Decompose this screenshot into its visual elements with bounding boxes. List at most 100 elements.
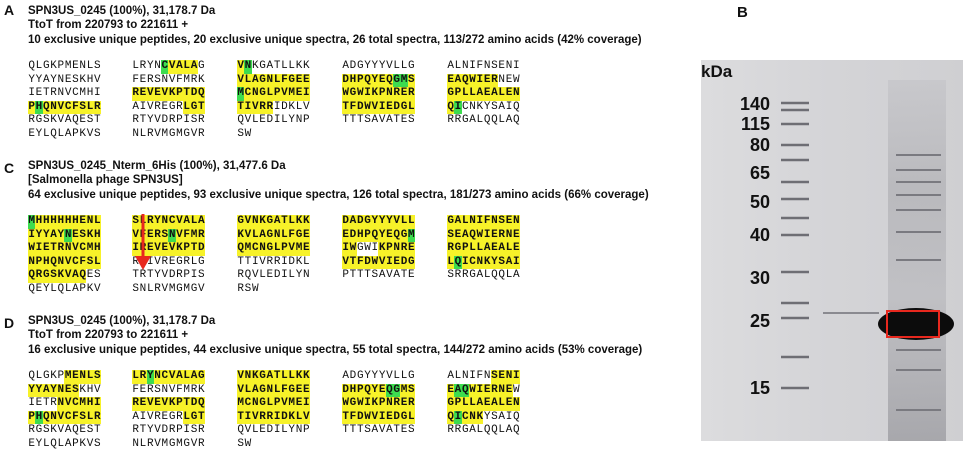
- residue: E: [454, 228, 462, 243]
- residue: R: [176, 100, 183, 113]
- residue: E: [139, 397, 147, 411]
- residue: V: [386, 370, 393, 382]
- residue: E: [385, 410, 394, 425]
- sequence-block: WGWIKPNRER: [342, 397, 415, 411]
- residue: E: [79, 114, 87, 127]
- sequence-block: ADGYYYVLLG: [342, 60, 415, 74]
- residue: P: [363, 228, 372, 243]
- residue: S: [244, 282, 252, 295]
- residue: C: [251, 242, 259, 256]
- residue: G: [356, 370, 364, 382]
- residue: S: [371, 269, 379, 282]
- residue: T: [237, 410, 245, 425]
- sequence-block: EDHPQYEQGM: [342, 228, 415, 243]
- residue: T: [280, 215, 289, 229]
- residue: L: [266, 397, 274, 411]
- residue: G: [447, 215, 455, 229]
- residue: R: [146, 383, 154, 396]
- residue: K: [295, 255, 303, 268]
- residue: I: [378, 410, 386, 425]
- residue: I: [93, 397, 101, 411]
- residue: M: [407, 228, 415, 243]
- residue: L: [57, 127, 65, 140]
- residue: Y: [146, 114, 154, 127]
- residue: P: [461, 242, 469, 256]
- residue: L: [407, 215, 415, 229]
- residue: I: [513, 60, 520, 72]
- marker-30: 30: [749, 268, 770, 288]
- residue: R: [190, 73, 198, 86]
- residue: A: [490, 397, 499, 411]
- sequence-block: RGSKVAQEST: [28, 114, 101, 128]
- residue: R: [190, 383, 198, 396]
- residue: S: [154, 73, 161, 86]
- residue: L: [498, 114, 506, 127]
- residue: Q: [385, 73, 394, 88]
- residue: N: [28, 255, 36, 270]
- sequence-block: TTIVRRIDKL: [237, 256, 310, 270]
- residue: D: [393, 100, 401, 115]
- panel-c-coverage: 64 exclusive unique peptides, 93 exclusi…: [28, 188, 649, 201]
- residue: G: [408, 370, 415, 382]
- residue: T: [356, 424, 364, 437]
- residue: V: [168, 73, 176, 86]
- residue: I: [505, 100, 513, 113]
- residue: A: [386, 114, 393, 127]
- residue: R: [498, 228, 506, 243]
- residue: R: [50, 87, 57, 100]
- residue: V: [244, 114, 252, 127]
- residue: I: [378, 100, 386, 115]
- sequence-block: LQICNKYSAI: [447, 255, 520, 270]
- sequence-block: WIETRNVCMH: [28, 242, 101, 256]
- residue: L: [400, 370, 408, 382]
- residue: N: [154, 60, 161, 72]
- residue: G: [197, 370, 205, 384]
- residue: G: [349, 397, 357, 411]
- sequence-block: RGSKVAQEST: [28, 424, 101, 438]
- residue: Y: [378, 215, 386, 229]
- residue: F: [356, 255, 364, 270]
- residue: A: [476, 397, 484, 411]
- residue: Q: [197, 397, 205, 411]
- residue: N: [79, 370, 87, 384]
- residue: R: [57, 242, 65, 256]
- residue: Y: [146, 60, 154, 72]
- residue: L: [183, 370, 191, 384]
- residue: L: [42, 437, 50, 450]
- residue: R: [197, 228, 205, 243]
- residue: R: [393, 87, 401, 101]
- residue: K: [378, 242, 386, 256]
- residue: P: [280, 242, 289, 256]
- residue: V: [146, 100, 154, 113]
- residue: E: [71, 370, 80, 384]
- residue: L: [273, 73, 281, 88]
- residue: K: [57, 269, 65, 283]
- residue: R: [168, 424, 176, 437]
- residue: G: [349, 87, 357, 101]
- residue: Y: [57, 228, 65, 243]
- residue: P: [273, 87, 281, 101]
- residue: L: [461, 397, 469, 411]
- residue: S: [407, 73, 415, 88]
- residue: G: [400, 100, 408, 115]
- marker-50: 50: [749, 192, 770, 212]
- residue: V: [154, 424, 161, 437]
- residue: A: [461, 228, 469, 243]
- residue: A: [469, 424, 476, 437]
- residue: E: [72, 60, 79, 72]
- residue: N: [385, 397, 394, 411]
- residue: A: [64, 437, 72, 450]
- residue: P: [385, 242, 394, 256]
- residue: N: [251, 397, 259, 411]
- residue: G: [259, 60, 266, 72]
- sample-bands: [896, 154, 941, 411]
- residue: N: [303, 269, 310, 282]
- residue: D: [266, 424, 274, 437]
- residue: G: [469, 269, 476, 282]
- residue: I: [244, 410, 252, 425]
- residue: P: [356, 383, 364, 398]
- sequence-block: SRRGALQQLA: [447, 269, 520, 283]
- residue: V: [190, 437, 198, 450]
- residue: A: [64, 127, 72, 140]
- residue: F: [132, 383, 139, 396]
